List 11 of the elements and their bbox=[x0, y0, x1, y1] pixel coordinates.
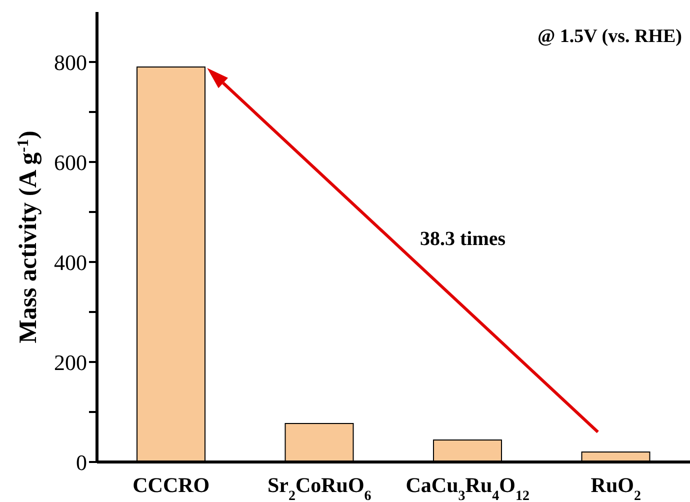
y-tick-label: 0 bbox=[76, 450, 87, 475]
x-tick-label: CCCRO bbox=[132, 473, 210, 497]
y-tick-label: 200 bbox=[54, 350, 87, 375]
y-tick-label: 800 bbox=[54, 50, 87, 75]
annotation: @ 1.5V (vs. RHE) bbox=[537, 26, 682, 47]
x-tick-label: CaCu$_{3}$Ru$_{4}$O$_{12}$ bbox=[406, 473, 530, 502]
y-tick-label: 400 bbox=[54, 250, 87, 275]
x-tick-label: RuO$_{2}$ bbox=[590, 473, 641, 502]
annotation: 38.3 times bbox=[420, 228, 506, 250]
y-tick-label: 600 bbox=[54, 150, 87, 175]
x-tick-label: Sr$_{2}$CoRuO$_{6}$ bbox=[267, 473, 372, 502]
